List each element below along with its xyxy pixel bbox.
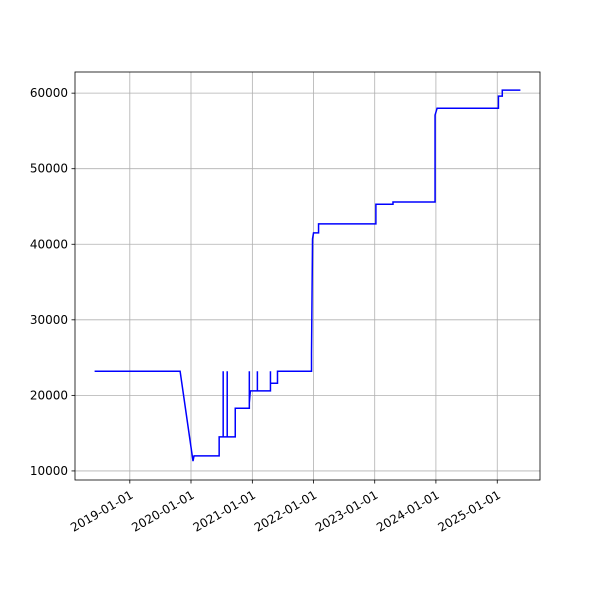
grid [75,72,540,480]
y-tick-label: 30000 [30,313,68,327]
x-tick-label: 2025-01-01 [436,488,503,535]
x-tick-label: 2022-01-01 [252,488,319,535]
x-tick-label: 2023-01-01 [313,488,380,535]
x-tick-label: 2020-01-01 [129,488,196,535]
axes-frame [74,71,541,481]
ticks: 10000 20000 30000 40000 50000 60000 2019-01-01… [30,86,503,535]
x-tick-label: 2021-01-01 [191,488,258,535]
x-tick-label: 2019-01-01 [68,488,135,535]
y-tick-label: 40000 [30,237,68,251]
y-tick-label: 20000 [30,388,68,402]
y-tick-label: 10000 [30,464,68,478]
y-tick-label: 60000 [30,86,68,100]
plot [94,89,521,462]
y-tick-label: 50000 [30,162,68,176]
data-line [94,89,521,462]
x-tick-label: 2024-01-01 [374,488,441,535]
